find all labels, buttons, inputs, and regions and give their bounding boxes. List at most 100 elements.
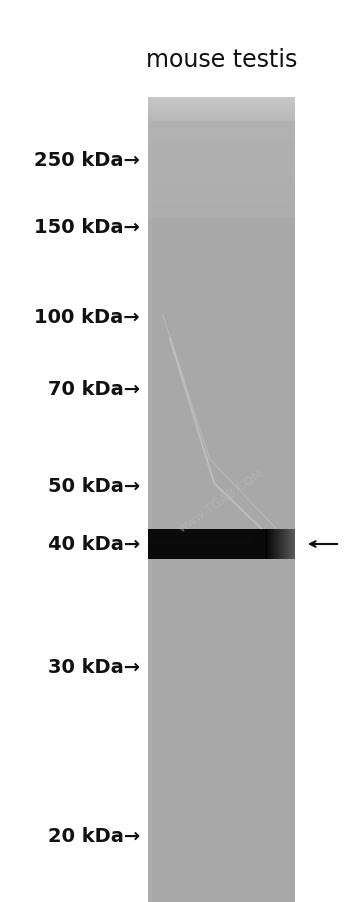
Bar	[148, 292, 295, 295]
Bar	[148, 574, 295, 576]
Bar	[148, 789, 295, 792]
Bar	[148, 191, 295, 193]
Bar	[148, 511, 295, 513]
Bar	[148, 218, 295, 221]
Bar	[148, 559, 295, 562]
Bar	[148, 175, 295, 177]
Bar	[148, 122, 295, 124]
Bar	[148, 498, 295, 501]
Bar	[148, 635, 295, 637]
Bar	[148, 585, 295, 587]
Bar	[148, 207, 295, 209]
Bar	[148, 132, 295, 133]
Bar	[148, 273, 295, 275]
Bar	[148, 201, 295, 203]
Bar	[148, 844, 295, 846]
Bar	[148, 744, 295, 747]
Bar	[148, 335, 295, 336]
Bar	[148, 841, 295, 843]
Bar	[148, 493, 295, 495]
Bar	[148, 699, 295, 702]
Bar	[148, 497, 295, 499]
Bar	[148, 202, 295, 205]
Bar	[148, 426, 295, 428]
Bar	[148, 300, 295, 303]
Bar	[148, 135, 295, 137]
Bar	[148, 691, 295, 694]
Bar	[148, 255, 295, 258]
Bar	[148, 280, 295, 281]
Bar	[148, 181, 295, 184]
Bar	[148, 159, 295, 161]
Bar	[148, 617, 295, 620]
Bar	[148, 364, 295, 367]
Bar	[148, 421, 295, 423]
Bar	[148, 485, 295, 488]
Bar	[148, 394, 295, 396]
Bar	[148, 436, 295, 437]
Bar	[148, 783, 295, 785]
Bar	[148, 883, 295, 885]
Bar	[148, 815, 295, 817]
Bar	[148, 767, 295, 769]
Bar	[148, 148, 295, 150]
Bar	[148, 424, 295, 427]
Bar	[148, 196, 295, 198]
Bar	[148, 797, 295, 799]
Bar	[148, 566, 295, 568]
Bar	[148, 189, 295, 191]
Bar	[148, 235, 295, 236]
Bar	[148, 360, 295, 362]
Bar	[148, 645, 295, 647]
Bar	[148, 641, 295, 643]
Bar	[148, 799, 295, 801]
Bar	[148, 357, 295, 359]
Bar	[148, 481, 295, 483]
Bar	[148, 754, 295, 756]
Bar	[148, 608, 295, 610]
Bar	[148, 415, 295, 417]
Bar	[148, 884, 295, 887]
Bar	[148, 594, 295, 595]
Bar	[148, 128, 295, 131]
Bar	[148, 442, 295, 444]
Bar	[148, 807, 295, 809]
Bar	[148, 339, 295, 341]
Bar	[148, 263, 295, 266]
Bar	[148, 777, 295, 778]
Bar	[148, 870, 295, 872]
Bar	[148, 520, 295, 521]
Bar	[148, 750, 295, 753]
Bar	[148, 851, 295, 852]
Bar	[148, 325, 295, 327]
Bar	[148, 214, 295, 216]
Bar	[148, 130, 295, 133]
Bar	[148, 772, 295, 774]
Bar	[148, 246, 295, 248]
Bar	[148, 483, 295, 486]
Bar	[148, 304, 295, 306]
Bar	[148, 283, 295, 285]
Bar	[148, 748, 295, 750]
Bar	[148, 532, 295, 534]
Bar	[148, 489, 295, 491]
Bar	[148, 611, 295, 613]
Bar	[148, 392, 295, 394]
Bar	[148, 113, 295, 115]
Bar	[148, 551, 295, 554]
Bar	[148, 389, 295, 391]
Bar	[148, 463, 295, 465]
Bar	[148, 290, 295, 293]
Bar	[275, 529, 277, 559]
Text: www.TGAB.COM: www.TGAB.COM	[176, 465, 267, 534]
Bar	[148, 828, 295, 830]
Bar	[148, 294, 295, 296]
Bar	[148, 382, 295, 384]
Bar	[148, 428, 295, 429]
Bar	[148, 98, 152, 902]
Bar	[148, 479, 295, 481]
Bar	[148, 230, 295, 232]
Bar	[148, 688, 295, 690]
Bar	[148, 793, 295, 795]
Bar	[148, 210, 295, 213]
